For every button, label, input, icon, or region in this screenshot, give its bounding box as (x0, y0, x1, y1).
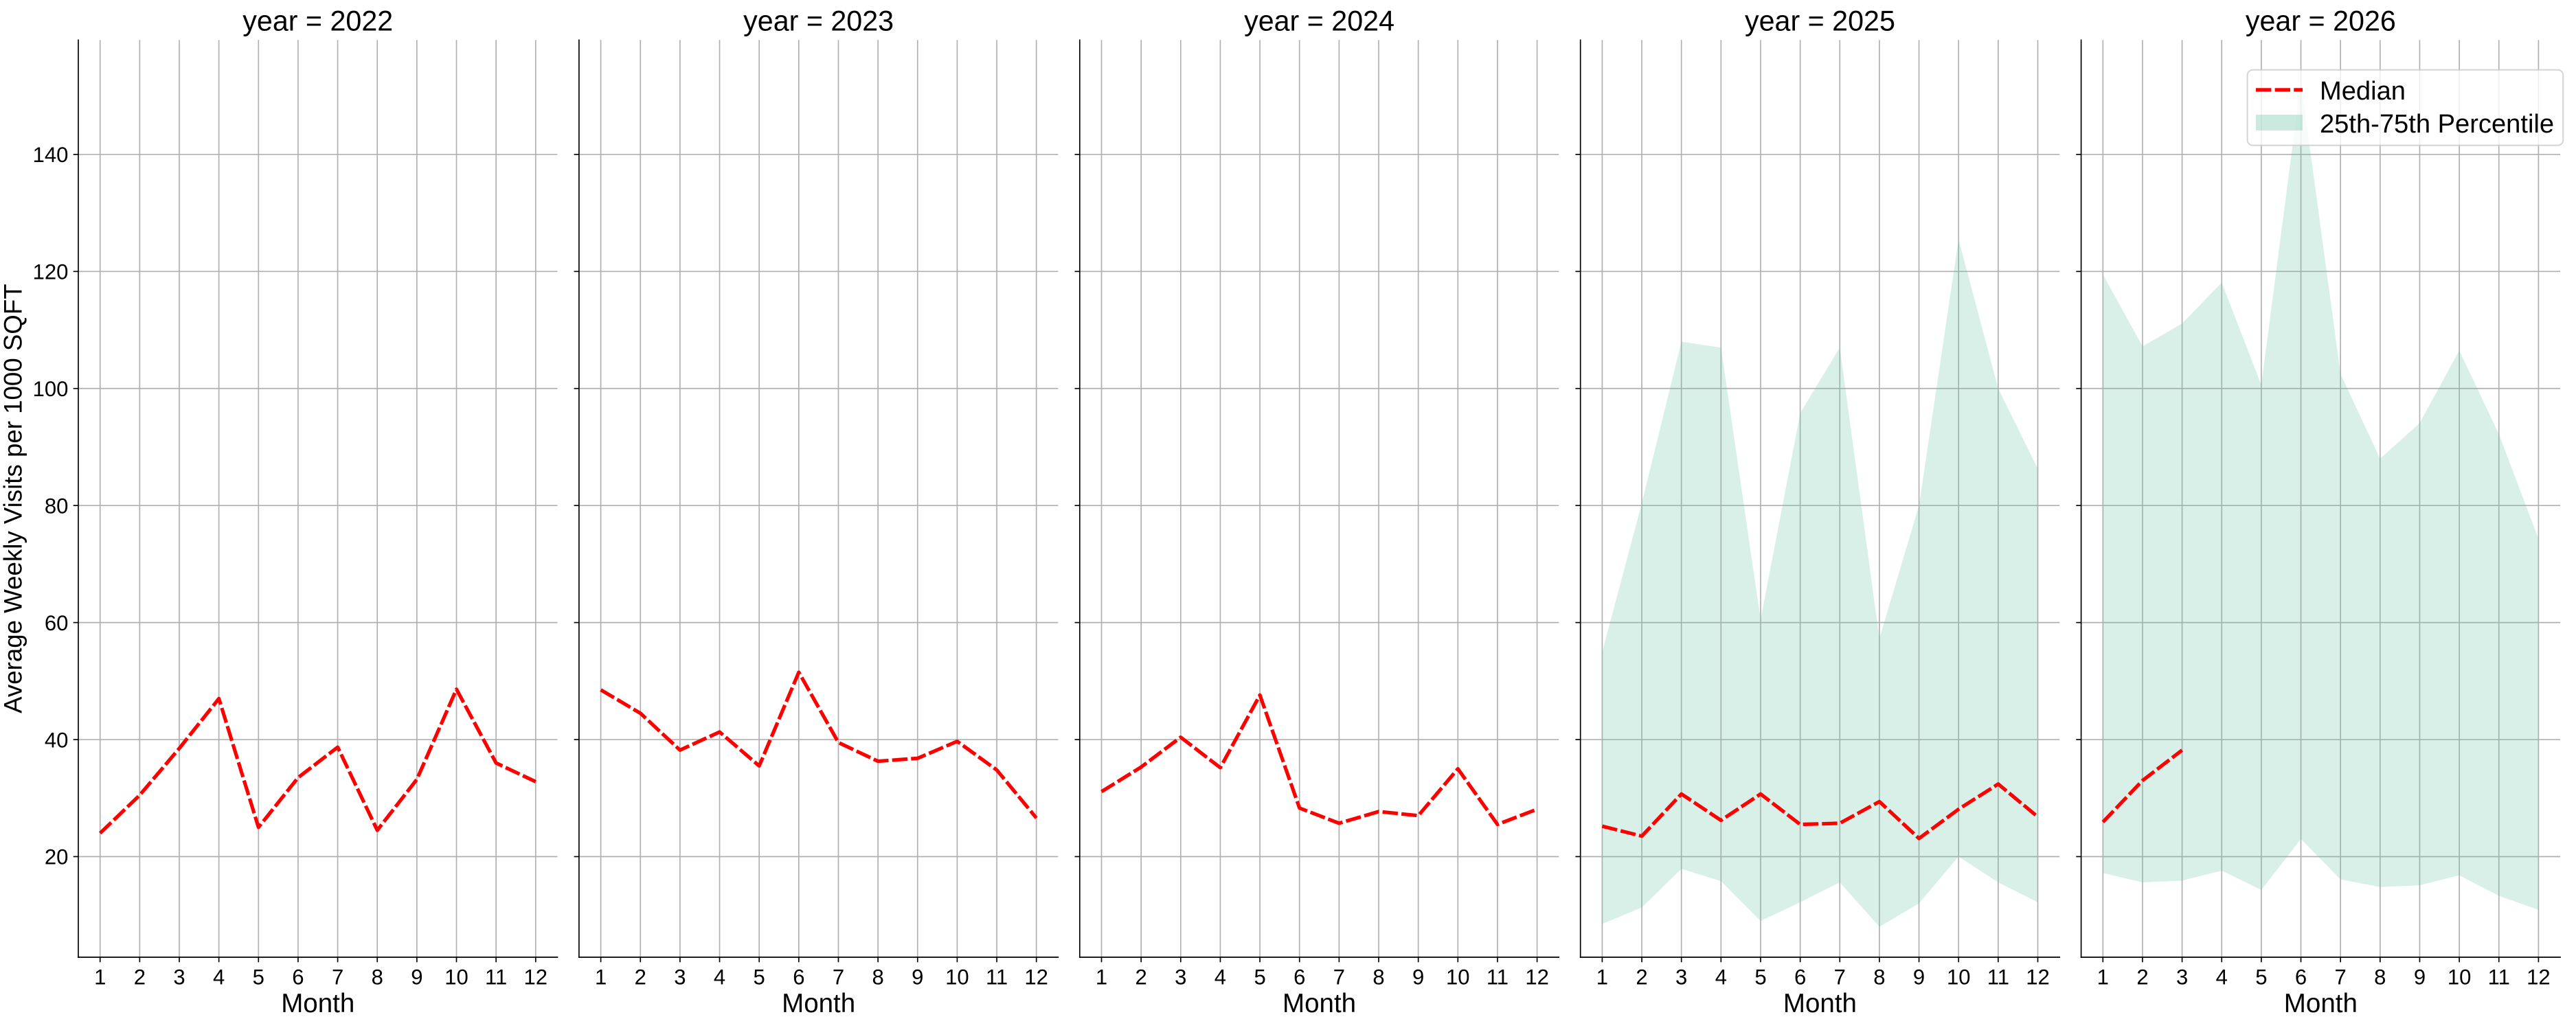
svg-text:6: 6 (793, 965, 804, 989)
svg-text:year = 2026: year = 2026 (2246, 5, 2396, 36)
svg-text:140: 140 (33, 143, 69, 167)
svg-text:10: 10 (444, 965, 468, 989)
svg-text:3: 3 (1675, 965, 1687, 989)
svg-text:4: 4 (213, 965, 225, 989)
svg-text:7: 7 (1333, 965, 1345, 989)
svg-text:12: 12 (1024, 965, 1048, 989)
svg-text:2: 2 (2136, 965, 2148, 989)
svg-text:11: 11 (1987, 965, 2009, 989)
svg-text:4: 4 (1214, 965, 1226, 989)
svg-text:3: 3 (173, 965, 185, 989)
svg-text:2: 2 (1136, 965, 1147, 989)
svg-text:3: 3 (2176, 965, 2188, 989)
svg-text:year = 2024: year = 2024 (1244, 5, 1394, 36)
svg-text:11: 11 (1487, 965, 1509, 989)
svg-text:Month: Month (2284, 989, 2358, 1018)
svg-text:20: 20 (45, 845, 69, 869)
svg-text:3: 3 (674, 965, 686, 989)
svg-text:Average Weekly Visits per 1000: Average Weekly Visits per 1000 SQFT (0, 284, 27, 713)
svg-text:Median: Median (2320, 76, 2406, 106)
svg-text:6: 6 (2295, 965, 2307, 989)
svg-text:12: 12 (2026, 965, 2050, 989)
svg-text:8: 8 (372, 965, 383, 989)
svg-text:1: 1 (2097, 965, 2109, 989)
svg-text:9: 9 (2414, 965, 2426, 989)
svg-text:10: 10 (1947, 965, 1971, 989)
svg-text:1: 1 (595, 965, 607, 989)
svg-text:11: 11 (986, 965, 1008, 989)
svg-text:3: 3 (1175, 965, 1186, 989)
svg-text:year = 2025: year = 2025 (1745, 5, 1895, 36)
svg-text:10: 10 (1446, 965, 1470, 989)
svg-text:Month: Month (782, 989, 855, 1018)
svg-text:25th-75th Percentile: 25th-75th Percentile (2320, 109, 2554, 139)
svg-text:9: 9 (411, 965, 422, 989)
svg-text:6: 6 (292, 965, 304, 989)
svg-text:100: 100 (33, 377, 69, 401)
svg-text:Month: Month (1783, 989, 1857, 1018)
svg-text:1: 1 (94, 965, 106, 989)
svg-text:5: 5 (1254, 965, 1265, 989)
svg-text:8: 8 (872, 965, 883, 989)
svg-text:2: 2 (1636, 965, 1647, 989)
svg-text:year = 2023: year = 2023 (743, 5, 894, 36)
svg-text:10: 10 (2448, 965, 2472, 989)
svg-text:1: 1 (1096, 965, 1107, 989)
svg-text:7: 7 (2335, 965, 2347, 989)
svg-text:5: 5 (2255, 965, 2267, 989)
svg-text:11: 11 (485, 965, 507, 989)
svg-text:4: 4 (714, 965, 725, 989)
svg-text:12: 12 (2527, 965, 2551, 989)
svg-text:5: 5 (253, 965, 264, 989)
svg-text:4: 4 (2216, 965, 2228, 989)
svg-text:8: 8 (1372, 965, 1384, 989)
svg-text:40: 40 (45, 728, 69, 752)
svg-text:7: 7 (1834, 965, 1846, 989)
svg-text:8: 8 (1873, 965, 1885, 989)
svg-text:9: 9 (912, 965, 923, 989)
svg-text:year = 2022: year = 2022 (242, 5, 393, 36)
svg-text:7: 7 (332, 965, 343, 989)
svg-text:Month: Month (281, 989, 354, 1018)
svg-text:11: 11 (2488, 965, 2510, 989)
svg-text:9: 9 (1913, 965, 1925, 989)
svg-text:4: 4 (1715, 965, 1727, 989)
svg-text:6: 6 (1794, 965, 1806, 989)
svg-text:Month: Month (1283, 989, 1356, 1018)
svg-text:12: 12 (1525, 965, 1549, 989)
svg-text:120: 120 (33, 260, 69, 284)
svg-text:80: 80 (45, 494, 69, 518)
svg-text:2: 2 (134, 965, 146, 989)
svg-text:1: 1 (1596, 965, 1608, 989)
svg-text:7: 7 (833, 965, 844, 989)
svg-text:10: 10 (945, 965, 969, 989)
svg-text:8: 8 (2374, 965, 2386, 989)
svg-text:60: 60 (45, 611, 69, 635)
svg-text:5: 5 (1754, 965, 1766, 989)
svg-text:12: 12 (524, 965, 548, 989)
svg-text:5: 5 (754, 965, 765, 989)
svg-text:9: 9 (1412, 965, 1424, 989)
svg-text:6: 6 (1293, 965, 1305, 989)
svg-text:2: 2 (635, 965, 646, 989)
